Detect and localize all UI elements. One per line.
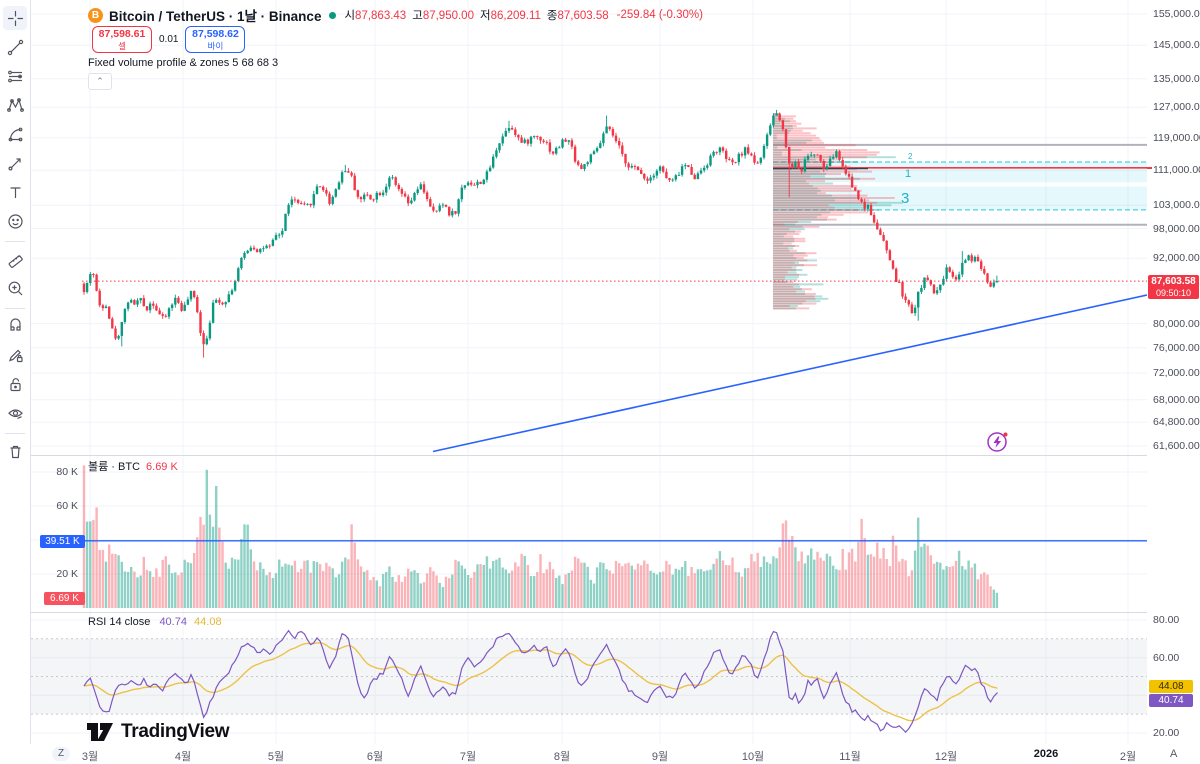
spread-value: 0.01 (159, 34, 179, 45)
zone-label-3[interactable]: 3 (901, 190, 910, 207)
drawing-toolbar (0, 0, 30, 764)
price-axis[interactable]: 155,000.00 145,000.00 135,000.00 127,000.00… (1147, 0, 1200, 744)
time-axis-label: 3월 (81, 751, 99, 763)
price-axis-label: 80,000.00 (1153, 317, 1200, 330)
eye-icon[interactable] (3, 401, 27, 425)
rsi-axis-label: 60.00 (1153, 651, 1180, 664)
price-axis-label: 155,000.00 (1153, 8, 1200, 20)
arrow-marker-icon[interactable] (3, 151, 27, 175)
zone-label-1[interactable]: 1 (905, 168, 912, 180)
ohlc-low: 저86,209.11 (479, 10, 541, 22)
time-axis-label: 5월 (267, 751, 285, 763)
price-axis-label: 127,000.00 (1153, 101, 1200, 114)
price-axis-label: 135,000.00 (1153, 72, 1200, 85)
trendline (432, 294, 1148, 453)
volume-profile-layer (773, 113, 904, 310)
horizontal-lines-icon[interactable] (3, 64, 27, 88)
symbol-title[interactable]: Bitcoin / TetherUS · 1날 · Binance (109, 9, 322, 24)
rsi-line (83, 629, 998, 733)
time-axis-label: 6월 (366, 751, 384, 763)
price-axis-label: 103,000.00 (1153, 199, 1200, 212)
current-price-badge: 87,603.58 09:50:10 (1148, 275, 1199, 299)
price-axis-label: 61,600.00 (1153, 440, 1200, 452)
rsi-legend[interactable]: RSI 14 close 40.74 44.08 (88, 616, 222, 628)
volume-current-badge: 6.69 K (44, 592, 85, 605)
time-axis-label: 4월 (174, 751, 192, 763)
edit-lock-icon[interactable] (3, 343, 27, 367)
toolbar-separator (5, 308, 25, 309)
time-axis-label: 8월 (553, 751, 571, 763)
volume-axis-label: 60 K (56, 500, 78, 512)
volume-legend[interactable]: 볼륨 · BTC 6.69 K (88, 461, 178, 473)
time-axis-label: 7월 (459, 751, 477, 763)
rsi-axis-label: 80.00 (1153, 614, 1180, 626)
market-status-dot[interactable] (329, 11, 337, 19)
rsi-axis-label: 20.00 (1153, 726, 1180, 739)
ohlc-close: 종87,603.58 (546, 10, 609, 22)
ruler-icon[interactable] (3, 247, 27, 271)
timezone-badge[interactable]: Z (52, 746, 70, 761)
buy-price: 87,598.62 (192, 28, 239, 40)
price-axis-label: 98,000.00 (1153, 222, 1200, 235)
time-axis-label: 2026 (1033, 748, 1059, 760)
buy-button[interactable]: 87,598.62 바이 (185, 26, 246, 53)
magnet-icon[interactable] (3, 314, 27, 338)
time-axis-label: 12월 (934, 751, 958, 763)
bitcoin-logo-icon: B (88, 7, 103, 23)
buy-label: 바이 (207, 40, 224, 51)
indicator-legend[interactable]: Fixed volume profile & zones 5 68 68 3 (88, 57, 279, 69)
trend-line-icon[interactable] (3, 35, 27, 59)
tradingview-watermark: TradingView (86, 720, 230, 744)
tradingview-logo-icon (87, 723, 113, 741)
volume-axis-label: 20 K (56, 568, 78, 580)
collapse-legend-button[interactable]: ⌃ (88, 73, 112, 90)
grid-layer (31, 0, 1147, 744)
price-axis-label: 111,000.00 (1153, 164, 1200, 177)
price-axis-label: 119,000.00 (1153, 131, 1200, 144)
emoji-tool-icon[interactable] (3, 209, 27, 233)
candles-layer (82, 109, 999, 358)
time-axis[interactable]: Z A 3월 4월 5월 6월 7월 8월 9월 10월 11월 12월 2026 2월 (30, 744, 1200, 764)
rsi-value-badge: 40.74 (1149, 694, 1193, 707)
volume-avg-badge: 39.51 K (40, 535, 85, 548)
volume-layer (82, 465, 999, 608)
lock-icon[interactable] (3, 372, 27, 396)
price-axis-label: 72,000.00 (1153, 366, 1200, 379)
time-axis-label: 2월 (1119, 751, 1137, 763)
trade-panel: 87,598.61 셀 0.01 87,598.62 바이 (92, 26, 246, 53)
sell-button[interactable]: 87,598.61 셀 (92, 26, 152, 53)
zone-label-2[interactable]: 2 (908, 152, 913, 161)
time-axis-label: 9월 (651, 751, 669, 763)
time-axis-label: 11월 (839, 751, 861, 763)
ohlc-open: 시87,863.43 (344, 10, 407, 22)
text-tool-icon[interactable] (3, 180, 27, 204)
toolbar-separator (5, 433, 25, 434)
zone-band3 (773, 186, 1147, 210)
trash-icon[interactable] (3, 439, 27, 463)
rsi-ma-badge: 44.08 (1149, 680, 1193, 693)
ohlc-high: 고87,950.00 (412, 10, 474, 22)
sell-price: 87,598.61 (98, 28, 146, 40)
price-change: -259.84 (-0.30%) (616, 9, 703, 21)
price-axis-label: 145,000.00 (1153, 39, 1200, 52)
lightning-icon[interactable] (985, 429, 1011, 455)
red-line-axis-tick (1147, 166, 1152, 169)
price-axis-label: 64,800.00 (1153, 416, 1200, 429)
price-axis-label: 92,000.00 (1153, 252, 1200, 265)
volume-axis-label: 80 K (56, 466, 78, 478)
zoom-in-icon[interactable] (3, 276, 27, 300)
toolbar-separator (5, 241, 25, 242)
sell-label: 셀 (118, 40, 126, 51)
price-axis-label: 76,000.00 (1153, 341, 1200, 354)
crosshair-icon[interactable] (3, 6, 27, 30)
tradingview-wordmark: TradingView (121, 721, 230, 742)
time-axis-label: 10월 (741, 751, 765, 763)
xabcd-pattern-icon[interactable] (3, 93, 27, 117)
arc-tool-icon[interactable] (3, 122, 27, 146)
symbol-legend: B Bitcoin / TetherUS · 1날 · Binance 시87,… (88, 6, 703, 24)
auto-scale-label[interactable]: A (1170, 748, 1178, 760)
price-axis-label: 68,000.00 (1153, 393, 1200, 406)
